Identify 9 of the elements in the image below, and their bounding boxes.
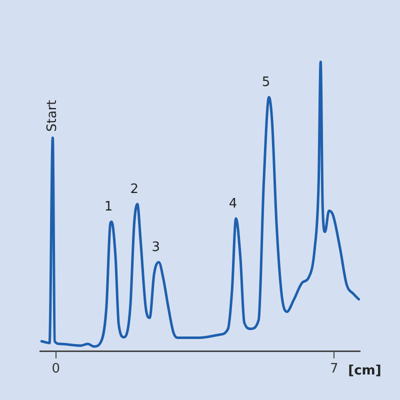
x-tick-label: 7 [330,362,338,377]
annotation: 2 [130,182,139,197]
annotation: 5 [262,75,270,90]
x-axis-title: [cm] [348,363,382,378]
annotation: 4 [228,196,238,212]
x-tick-label: 0 [52,362,60,377]
annotation: 3 [152,240,160,256]
annotation: 1 [104,200,113,215]
annotation: Start [45,100,60,132]
